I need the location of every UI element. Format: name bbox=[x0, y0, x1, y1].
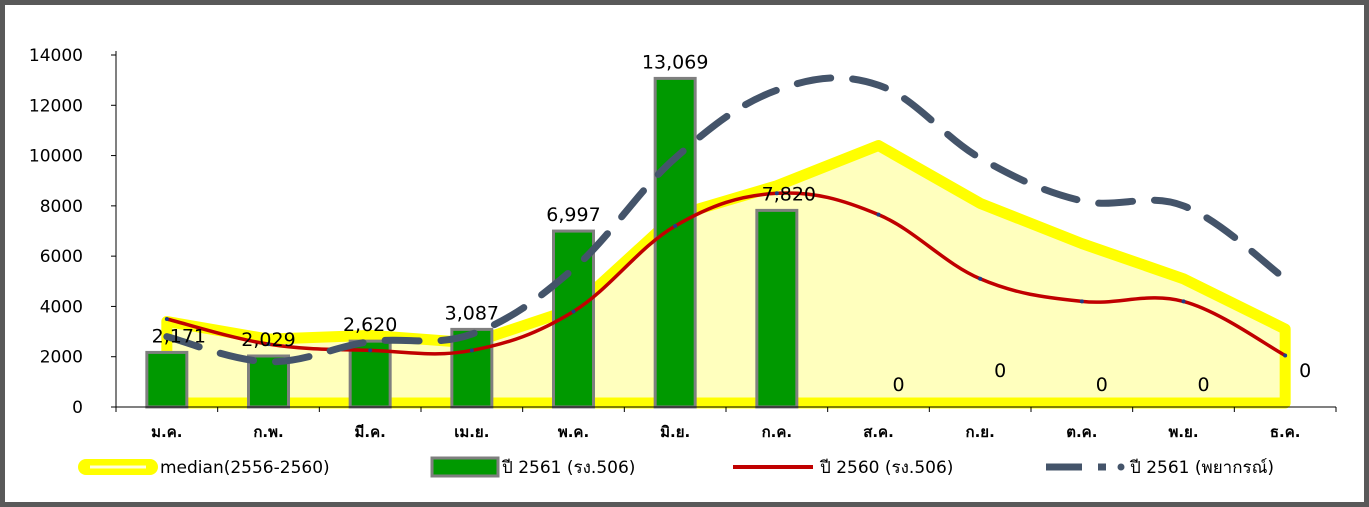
line-layer bbox=[163, 74, 1289, 366]
median-area bbox=[161, 140, 1291, 409]
line-2560-point-7 bbox=[774, 191, 779, 196]
y-tick-label-2: 4000 bbox=[40, 297, 83, 317]
median-area-layer bbox=[161, 140, 1291, 409]
line-2560-point-12 bbox=[1283, 353, 1288, 358]
line-2560-point-3 bbox=[368, 348, 373, 353]
x-tick-label-7: ก.ค. bbox=[762, 423, 793, 441]
legend-swatch-bar bbox=[430, 456, 500, 478]
bar-7 bbox=[755, 208, 799, 409]
bar-6 bbox=[653, 76, 697, 409]
x-tick-label-10: ต.ค. bbox=[1066, 423, 1097, 441]
bar-label-12: 0 bbox=[1299, 360, 1311, 382]
x-tick-label-9: ก.ย. bbox=[966, 423, 995, 441]
y-tick-label-5: 10000 bbox=[29, 147, 83, 167]
x-tick-label-2: ก.พ. bbox=[253, 423, 283, 441]
x-tick-label-8: ส.ค. bbox=[863, 423, 894, 441]
line-2560-point-10 bbox=[1079, 299, 1084, 304]
legend-label-3: ปี 2560 (รง.506) bbox=[819, 458, 953, 478]
line-2560-point-4 bbox=[469, 348, 474, 353]
line-2560-point-11 bbox=[1181, 299, 1186, 304]
y-tick-label-0: 0 bbox=[72, 398, 83, 418]
legend: median(2556-2560) ปี 2561 (รง.506) ปี 2560… bbox=[78, 456, 1274, 478]
x-tick-label-11: พ.ย. bbox=[1168, 423, 1198, 441]
bar-1 bbox=[145, 350, 189, 409]
bar-label-9: 0 bbox=[994, 360, 1006, 382]
line-forecast-2561 bbox=[163, 74, 1289, 366]
data-label-layer: 2,171 2,029 2,620 3,087 6,997 13,069 7,820 0 0 0 0… bbox=[152, 51, 1312, 396]
line-2560-point-8 bbox=[876, 212, 881, 217]
bar-label-11: 0 bbox=[1197, 374, 1209, 396]
bar-label-2: 2,029 bbox=[241, 329, 295, 351]
line-2560-point-1 bbox=[164, 317, 169, 321]
line-2560-point-6 bbox=[673, 223, 678, 228]
bar-label-8: 0 bbox=[892, 374, 904, 396]
y-tick-label-4: 8000 bbox=[40, 197, 83, 217]
x-tick-label-12: ธ.ค. bbox=[1270, 423, 1301, 441]
y-tick-label-3: 6000 bbox=[40, 247, 83, 267]
legend-label-1: median(2556-2560) bbox=[160, 458, 330, 478]
x-tick-label-5: พ.ค. bbox=[558, 423, 589, 441]
y-tick-label-7: 14000 bbox=[29, 46, 83, 66]
line-2560 bbox=[166, 191, 1286, 358]
line-2560-point-9 bbox=[978, 276, 983, 281]
legend-swatch-forecast-dot bbox=[1117, 463, 1125, 471]
bar-layer bbox=[145, 76, 799, 409]
bar-label-5: 6,997 bbox=[546, 204, 600, 226]
x-tick-label-3: มี.ค. bbox=[355, 423, 386, 441]
legend-label-2: ปี 2561 (รง.506) bbox=[501, 458, 635, 478]
legend-label-4: ปี 2561 (พยากรณ์) bbox=[1129, 458, 1274, 478]
y-tick-label-1: 2000 bbox=[40, 348, 83, 368]
bar-label-4: 3,087 bbox=[445, 302, 499, 324]
x-tick-label-4: เม.ย. bbox=[454, 423, 489, 441]
axis-layer: 0 2000 4000 6000 8000 10000 12000 14000 ม.ค. ก.พ.… bbox=[29, 46, 1337, 441]
bar-label-1: 2,171 bbox=[152, 325, 206, 347]
bar-label-7: 7,820 bbox=[762, 183, 816, 205]
bar-label-6: 13,069 bbox=[642, 51, 708, 73]
line-2560-point-5 bbox=[571, 309, 576, 314]
bar-label-10: 0 bbox=[1096, 374, 1108, 396]
line-2560-point-2 bbox=[266, 342, 271, 347]
bar-label-3: 2,620 bbox=[343, 314, 397, 336]
x-tick-label-6: มิ.ย. bbox=[660, 423, 690, 441]
y-tick-label-6: 12000 bbox=[29, 96, 83, 116]
x-tick-label-1: ม.ค. bbox=[151, 423, 182, 441]
